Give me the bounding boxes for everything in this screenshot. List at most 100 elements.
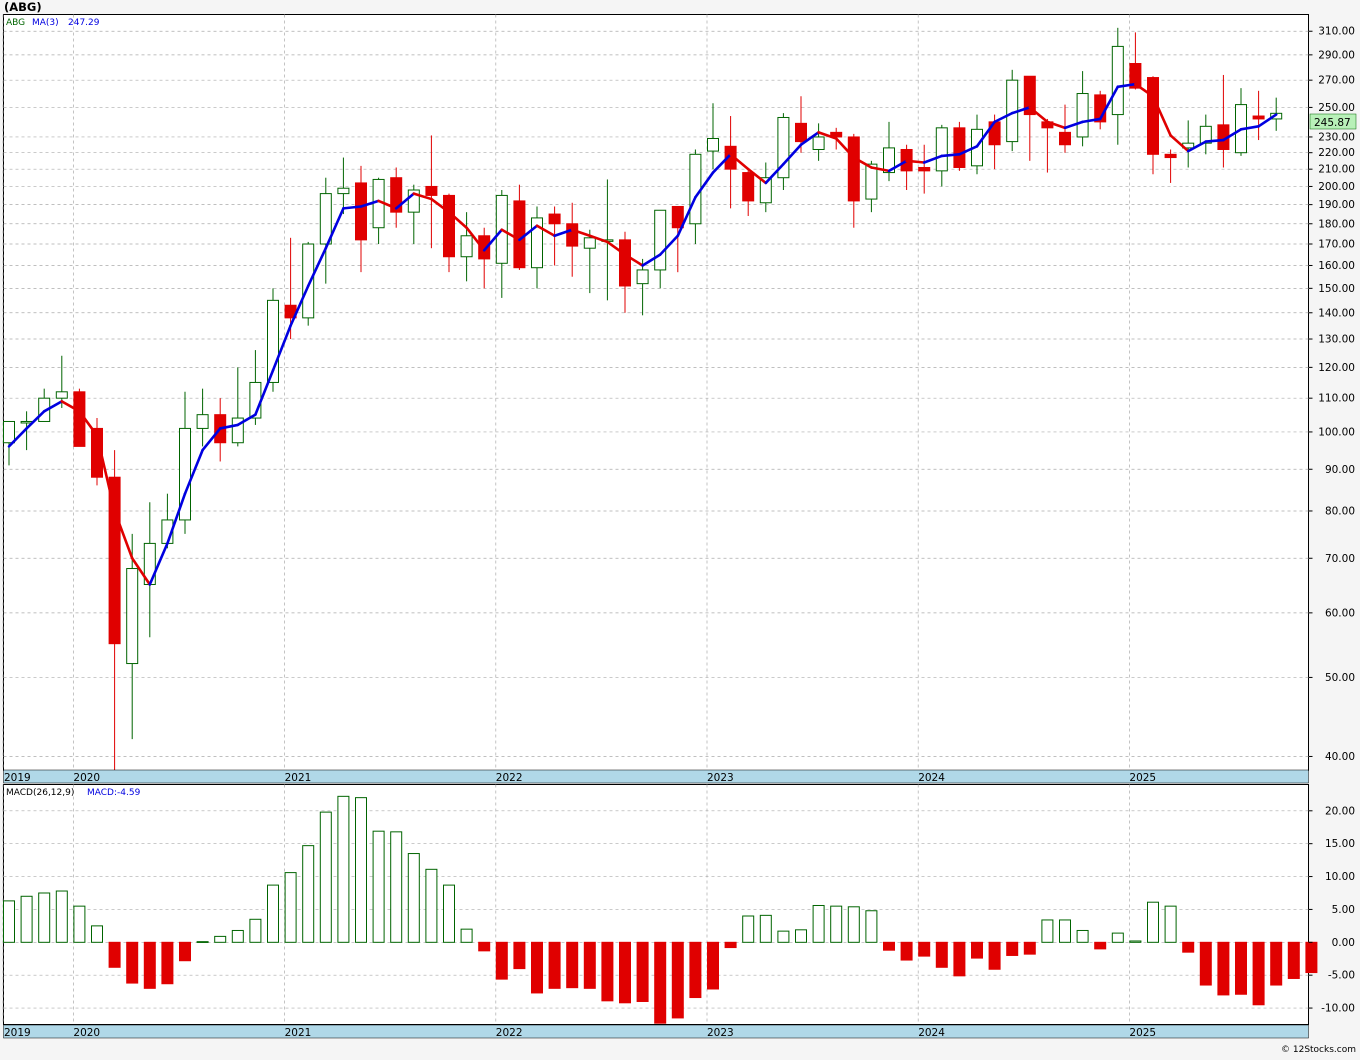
ma3-segment bbox=[1134, 82, 1155, 98]
price-x-label: 2022 bbox=[496, 772, 523, 784]
chart-title: (ABG) bbox=[4, 0, 42, 14]
price-y-tick-label: 100.00 bbox=[1318, 426, 1355, 438]
macd-bar bbox=[1111, 932, 1124, 943]
ma3-segment bbox=[306, 246, 328, 288]
price-x-label: 2023 bbox=[707, 772, 734, 784]
macd-bar bbox=[654, 941, 667, 1024]
candle-body bbox=[830, 131, 843, 138]
candle bbox=[865, 160, 878, 213]
macd-bar bbox=[1147, 901, 1159, 943]
ma3-segment bbox=[922, 154, 944, 164]
candle-body bbox=[883, 147, 895, 174]
candle bbox=[267, 288, 279, 392]
ma3-segment bbox=[218, 423, 240, 430]
legend-symbol: ABG bbox=[6, 18, 25, 28]
macd-x-label: 2019 bbox=[4, 1027, 31, 1039]
macd-bar bbox=[566, 941, 579, 989]
candle bbox=[443, 193, 455, 273]
ma3-segment bbox=[254, 369, 275, 416]
macd-y-tick-label: 20.00 bbox=[1325, 805, 1355, 817]
macd-bar bbox=[918, 941, 931, 957]
candle-body bbox=[935, 127, 948, 172]
macd-bar bbox=[1076, 929, 1089, 943]
price-x-label: 2020 bbox=[73, 772, 100, 784]
ma3-segment bbox=[1169, 134, 1190, 153]
macd-bar bbox=[988, 941, 1001, 970]
candle-body bbox=[1059, 131, 1071, 146]
candle-body bbox=[91, 427, 103, 478]
candle-body bbox=[231, 417, 244, 444]
macd-bar bbox=[495, 941, 508, 980]
ma3-segment bbox=[993, 111, 1014, 124]
candle-body bbox=[3, 420, 15, 444]
price-y-tick-label: 120.00 bbox=[1318, 362, 1355, 374]
ma3-segment bbox=[570, 228, 592, 238]
candle bbox=[126, 533, 139, 740]
candle-body bbox=[865, 163, 878, 200]
candle bbox=[531, 206, 543, 289]
candle bbox=[91, 418, 103, 486]
macd-bar bbox=[671, 941, 684, 1019]
macd-bar bbox=[390, 831, 403, 943]
ma3-segment bbox=[130, 556, 152, 586]
candle bbox=[1147, 76, 1159, 175]
candle-body bbox=[390, 177, 403, 213]
ma3-segment bbox=[782, 143, 803, 166]
price-y-tick-label: 70.00 bbox=[1325, 553, 1355, 565]
macd-bar bbox=[161, 941, 174, 985]
macd-bar bbox=[108, 941, 121, 968]
candle-body bbox=[478, 235, 491, 260]
candle-body bbox=[654, 209, 667, 271]
candle-body bbox=[179, 427, 191, 521]
ma3-segment bbox=[834, 137, 856, 159]
candle-body bbox=[425, 185, 438, 196]
ma3-segment bbox=[95, 434, 116, 513]
candle-body bbox=[108, 476, 121, 645]
candle bbox=[1164, 149, 1177, 183]
macd-legend-label: MACD(26,12,9) bbox=[6, 788, 74, 798]
macd-bar bbox=[724, 941, 737, 949]
macd-bar bbox=[795, 929, 807, 943]
macd-x-label: 2020 bbox=[73, 1027, 100, 1039]
macd-bar bbox=[143, 941, 156, 989]
price-y-tick-label: 150.00 bbox=[1318, 283, 1355, 295]
macd-x-label: 2024 bbox=[918, 1027, 945, 1039]
ma3-segment bbox=[694, 171, 715, 199]
candle bbox=[319, 177, 332, 284]
macd-bar bbox=[1305, 941, 1318, 974]
macd-x-label: 2025 bbox=[1129, 1027, 1156, 1039]
price-y-tick-label: 50.00 bbox=[1325, 672, 1355, 684]
macd-bar bbox=[91, 925, 103, 943]
price-y-tick-label: 110.00 bbox=[1318, 393, 1355, 405]
macd-bar bbox=[953, 941, 966, 977]
ma3-segment bbox=[166, 492, 187, 545]
candle-body bbox=[583, 237, 596, 249]
macd-bar bbox=[337, 795, 350, 943]
candle bbox=[918, 144, 931, 194]
candle-body bbox=[636, 269, 649, 285]
ma3-segment bbox=[394, 192, 416, 210]
candle-body bbox=[302, 243, 315, 319]
macd-bar bbox=[267, 884, 279, 943]
macd-bar bbox=[759, 914, 772, 943]
candle-body bbox=[619, 239, 631, 287]
ma3-segment bbox=[465, 226, 486, 252]
candle-body bbox=[812, 136, 825, 150]
macd-bar bbox=[407, 853, 420, 943]
price-y-tick-label: 130.00 bbox=[1318, 334, 1355, 346]
candle bbox=[1006, 69, 1019, 152]
macd-x-label: 2022 bbox=[496, 1027, 523, 1039]
ma3-segment bbox=[1257, 113, 1278, 128]
ma3-segment bbox=[975, 120, 996, 148]
macd-bar bbox=[1270, 941, 1283, 986]
ma3-segment bbox=[1046, 120, 1067, 130]
ma3-segment bbox=[905, 159, 926, 164]
ma3-segment bbox=[377, 199, 398, 210]
candle bbox=[742, 170, 755, 216]
candle-body bbox=[196, 414, 209, 429]
macd-bar bbox=[1252, 941, 1265, 1006]
candle-body bbox=[1147, 77, 1159, 155]
macd-y-tick-label: 15.00 bbox=[1325, 838, 1355, 850]
price-x-label: 2025 bbox=[1129, 772, 1156, 784]
candle-body bbox=[548, 213, 561, 225]
